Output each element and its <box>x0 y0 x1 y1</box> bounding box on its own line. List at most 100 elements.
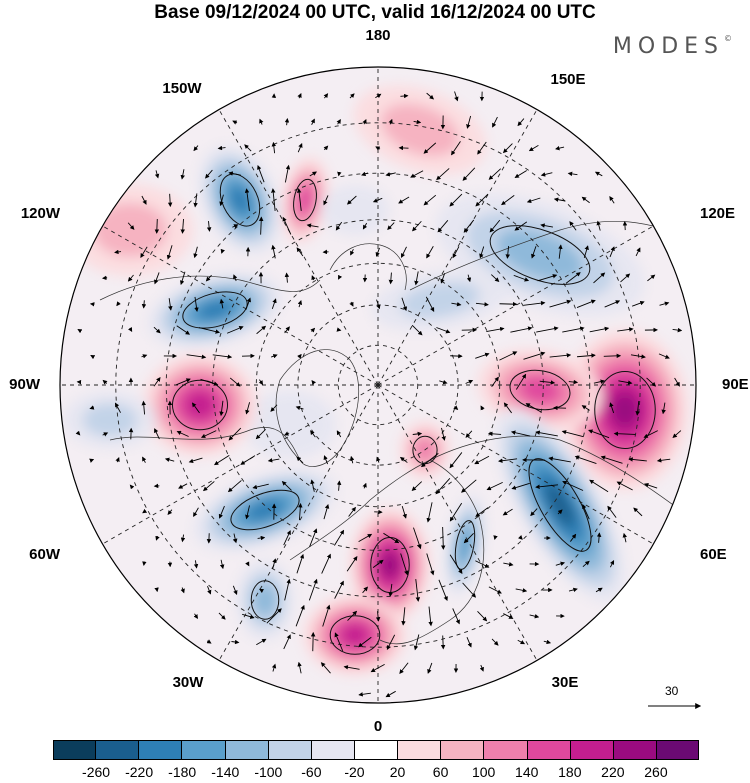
wind-vector-270 <box>498 458 518 463</box>
wind-vector-158 <box>127 326 133 333</box>
wind-vector-76 <box>232 224 239 229</box>
wind-vector-111 <box>609 246 615 258</box>
wind-vector-24 <box>271 141 277 154</box>
wind-vector-369 <box>515 588 528 593</box>
wind-vector-359 <box>259 588 265 594</box>
wind-vector-400 <box>517 639 526 645</box>
wind-vector-149 <box>475 302 489 307</box>
wind-vector-88 <box>540 223 553 228</box>
wind-vector-381 <box>401 607 406 626</box>
wind-vector-131 <box>565 272 581 284</box>
colorbar-swatch-4 <box>225 740 269 760</box>
wind-vector-134 <box>647 274 656 282</box>
wind-vector-137 <box>141 300 147 309</box>
wind-vector-395 <box>386 634 396 651</box>
wind-vector-389 <box>231 639 240 645</box>
wind-vector-219 <box>219 400 224 417</box>
wind-vector-241 <box>310 430 316 438</box>
wind-vector-20 <box>517 118 525 127</box>
meridian-label-180: 180 <box>365 27 391 44</box>
wind-vector-406 <box>370 663 385 673</box>
coastline-segment-5 <box>409 220 691 291</box>
wind-vector-43 <box>361 171 369 177</box>
wind-vector-170 <box>486 326 505 332</box>
wind-vector-46 <box>436 168 450 181</box>
parallel-30 <box>115 122 641 648</box>
wind-vector-291 <box>511 482 530 490</box>
wind-vector-51 <box>567 171 578 177</box>
wind-vector-374 <box>218 612 226 620</box>
colorbar-tick-label: -60 <box>301 764 322 780</box>
wind-vector-317 <box>155 535 160 541</box>
parallel-50 <box>212 219 544 551</box>
wind-vector-243 <box>412 431 423 437</box>
wind-vector-261 <box>267 458 280 463</box>
wind-vector-272 <box>548 456 571 463</box>
wind-vector-154 <box>604 300 621 308</box>
wind-vector-70 <box>581 196 590 204</box>
wind-vector-168 <box>436 327 451 334</box>
wind-vector-23 <box>244 144 252 152</box>
wind-vector-112 <box>635 247 641 257</box>
wind-vector-348 <box>449 554 463 575</box>
wind-vector-375 <box>242 613 255 619</box>
wind-vector-174 <box>589 326 610 333</box>
anomaly-central-asia-high-level-5 <box>611 392 639 428</box>
meridian-label-120e: 120E <box>700 205 736 222</box>
wind-vector-93 <box>140 246 148 258</box>
wind-vector-14 <box>362 118 367 125</box>
wind-vector-263 <box>323 455 329 465</box>
wind-vector-1 <box>297 93 302 99</box>
wind-vector-22 <box>217 145 226 151</box>
meridian-label-0: 0 <box>373 718 383 735</box>
wind-vector-159 <box>153 326 161 334</box>
wind-vector-235 <box>154 428 160 440</box>
wind-vector-350 <box>503 562 514 567</box>
wind-vector-335 <box>622 532 628 543</box>
wind-vector-225 <box>503 402 512 414</box>
wind-vector-269 <box>474 455 490 465</box>
wind-vector-49 <box>514 170 527 178</box>
wind-vector-101 <box>350 248 355 256</box>
wind-vector-18 <box>466 115 472 129</box>
wind-vector-74 <box>180 218 185 234</box>
wind-vector-390 <box>256 638 267 646</box>
coastline-segment-2 <box>275 349 360 467</box>
wind-vector-301 <box>245 505 250 520</box>
wind-vector-52 <box>594 171 603 177</box>
wind-vector-102 <box>375 247 380 257</box>
colorbar-swatch-12 <box>570 740 614 760</box>
wind-vector-313 <box>557 509 563 515</box>
wind-vector-295 <box>616 481 633 491</box>
map-title: Base 09/12/2024 00 UTC, valid 16/12/2024… <box>154 2 596 23</box>
meridian-line-330 <box>218 384 379 661</box>
wind-vector-77 <box>258 216 264 235</box>
wind-vector-192 <box>603 353 622 359</box>
wind-vector-245 <box>465 430 473 438</box>
colorbar-tick-label: 260 <box>644 764 668 780</box>
meridian-line-120 <box>377 225 654 386</box>
wind-vector-402 <box>271 663 277 672</box>
wind-vector-321 <box>257 535 266 541</box>
wind-vector-164 <box>284 326 290 334</box>
wind-vector-258 <box>188 457 203 464</box>
colorbar-swatch-0 <box>53 740 97 760</box>
wind-vector-109 <box>558 244 563 259</box>
wind-vector-288 <box>435 477 451 495</box>
wind-vector-124 <box>388 272 394 285</box>
anomaly-greenland-low-level-0 <box>244 390 336 460</box>
wind-vector-290 <box>486 481 503 491</box>
wind-vector-162 <box>226 326 244 334</box>
wind-vector-133 <box>620 273 631 283</box>
wind-vector-275 <box>628 457 647 462</box>
wind-vector-333 <box>570 533 577 542</box>
wind-vector-128 <box>490 274 500 283</box>
wind-vector-267 <box>420 453 439 468</box>
wind-vector-206 <box>491 376 499 387</box>
wind-vector-205 <box>465 379 474 385</box>
wind-vector-90 <box>596 220 601 231</box>
wind-vector-311 <box>502 508 513 516</box>
wind-vector-285 <box>336 480 342 491</box>
meridian-label-60w: 60W <box>29 546 60 563</box>
wind-vector-265 <box>376 456 381 463</box>
